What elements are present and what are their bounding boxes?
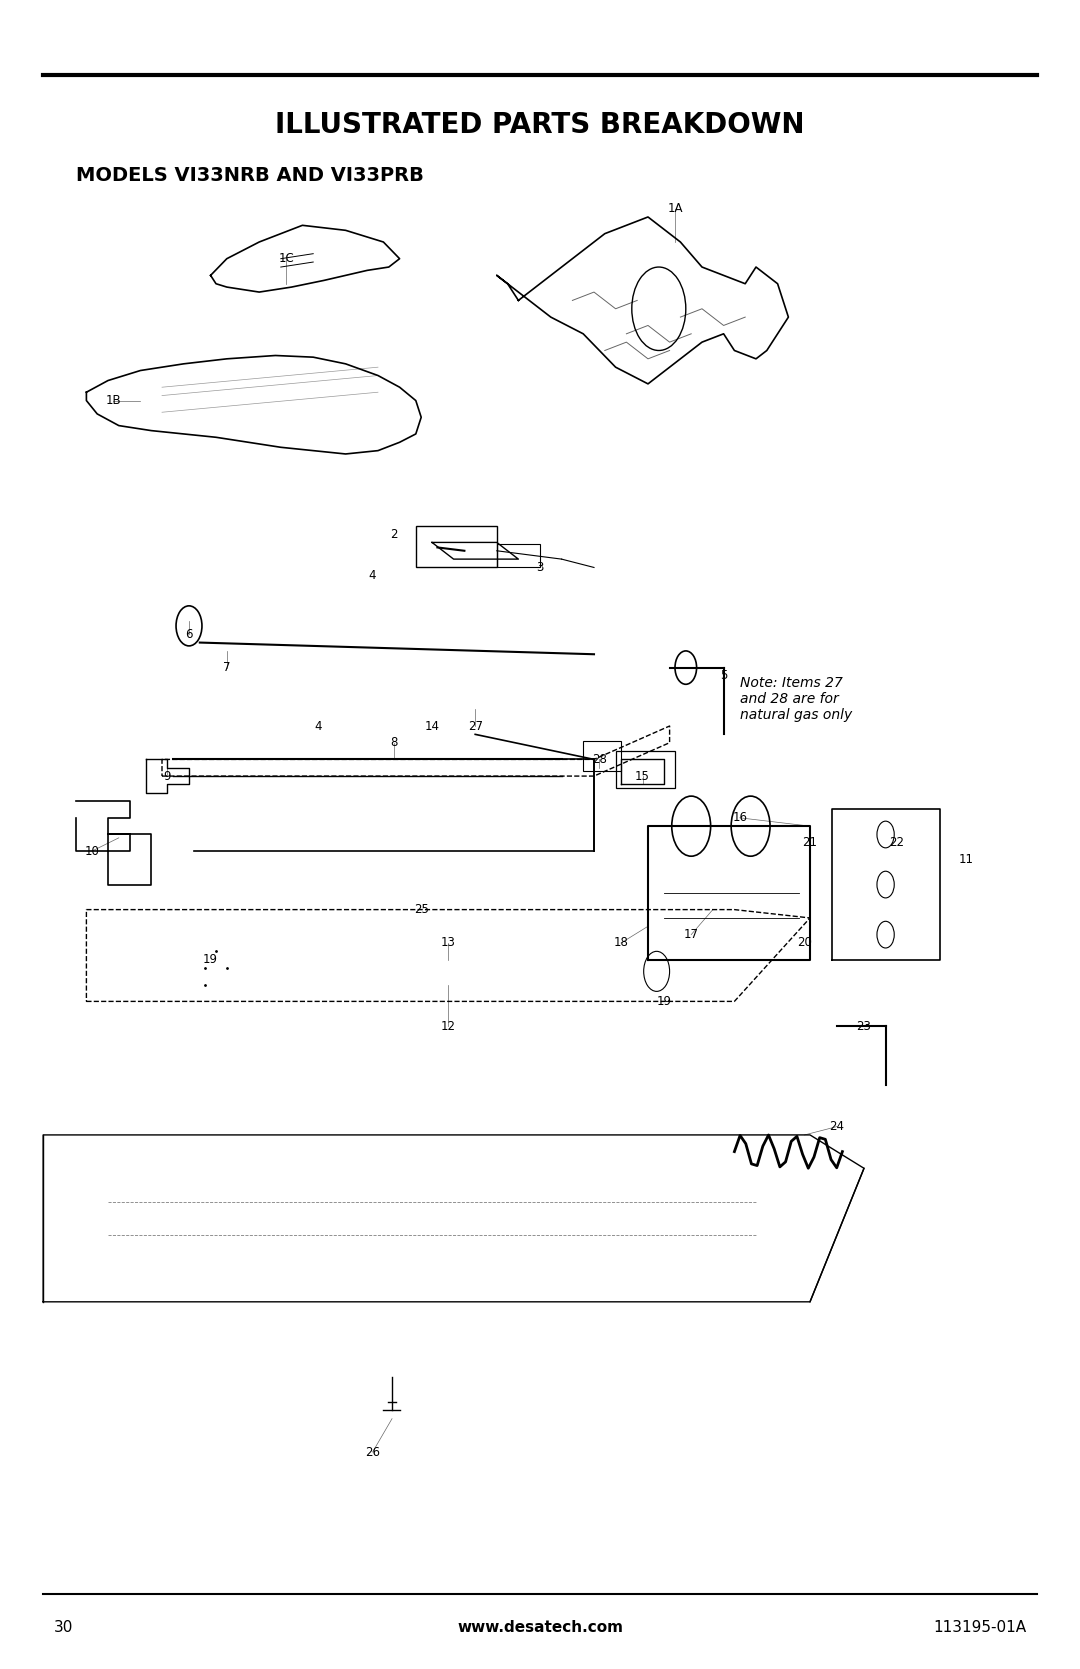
Text: MODELS VI33NRB AND VI33PRB: MODELS VI33NRB AND VI33PRB (76, 165, 423, 185)
Text: 4: 4 (315, 719, 322, 733)
Text: 2: 2 (391, 527, 397, 541)
Text: 22: 22 (889, 836, 904, 850)
Text: 24: 24 (829, 1120, 845, 1133)
Bar (583, 741, 621, 771)
Text: 6: 6 (186, 628, 192, 641)
Text: 14: 14 (424, 719, 440, 733)
Text: 21: 21 (802, 836, 818, 850)
Text: 19: 19 (203, 953, 218, 966)
Text: 1C: 1C (279, 252, 294, 265)
Text: 19: 19 (657, 995, 672, 1008)
Text: 30: 30 (54, 1621, 73, 1634)
Text: 26: 26 (365, 1445, 380, 1459)
Text: 10: 10 (84, 845, 99, 858)
Text: 113195-01A: 113195-01A (933, 1621, 1026, 1634)
Text: 13: 13 (441, 936, 456, 950)
Text: 9: 9 (164, 769, 171, 783)
Text: 1B: 1B (106, 394, 121, 407)
Text: 25: 25 (414, 903, 429, 916)
Text: 16: 16 (732, 811, 747, 824)
Text: 5: 5 (720, 669, 727, 683)
Text: 4: 4 (369, 569, 376, 582)
Text: 11: 11 (959, 853, 974, 866)
Bar (616, 751, 675, 788)
Text: 18: 18 (613, 936, 629, 950)
Text: 27: 27 (468, 719, 483, 733)
Text: 15: 15 (635, 769, 650, 783)
Text: 28: 28 (592, 753, 607, 766)
Text: ILLUSTRATED PARTS BREAKDOWN: ILLUSTRATED PARTS BREAKDOWN (275, 112, 805, 139)
Text: 17: 17 (684, 928, 699, 941)
Text: 20: 20 (797, 936, 812, 950)
Text: 23: 23 (856, 1020, 872, 1033)
Text: 7: 7 (224, 661, 230, 674)
Text: 12: 12 (441, 1020, 456, 1033)
Text: Note: Items 27
and 28 are for
natural gas only: Note: Items 27 and 28 are for natural ga… (740, 676, 852, 723)
Bar (497, 544, 540, 567)
Text: 1A: 1A (667, 202, 683, 215)
Text: www.desatech.com: www.desatech.com (457, 1621, 623, 1634)
Text: 3: 3 (537, 561, 543, 574)
Text: 8: 8 (391, 736, 397, 749)
Bar (416, 526, 497, 567)
